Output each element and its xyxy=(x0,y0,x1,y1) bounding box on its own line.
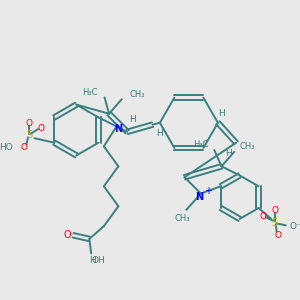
Text: O: O xyxy=(26,119,32,128)
Text: S: S xyxy=(272,218,278,228)
Text: O: O xyxy=(64,230,71,240)
Text: O: O xyxy=(21,143,28,152)
Text: S: S xyxy=(26,130,32,140)
Text: N: N xyxy=(195,192,203,202)
Text: H: H xyxy=(218,109,225,118)
Text: H: H xyxy=(225,149,232,158)
Text: O⁻: O⁻ xyxy=(290,222,300,231)
Text: CH₃: CH₃ xyxy=(175,214,190,223)
Text: CH₃: CH₃ xyxy=(129,90,145,99)
Text: O: O xyxy=(272,206,278,215)
Text: H₃C: H₃C xyxy=(193,140,209,149)
Text: HO: HO xyxy=(0,143,13,152)
Text: +: + xyxy=(204,186,212,196)
Text: N: N xyxy=(114,124,122,134)
Text: CH₃: CH₃ xyxy=(240,142,255,151)
Text: H: H xyxy=(129,115,136,124)
Text: OH: OH xyxy=(91,256,105,265)
Text: H₃C: H₃C xyxy=(82,88,97,98)
Text: O: O xyxy=(275,231,282,240)
Text: O: O xyxy=(260,212,267,221)
Text: H: H xyxy=(157,129,163,138)
Text: H: H xyxy=(89,256,95,265)
Text: O: O xyxy=(37,124,44,133)
